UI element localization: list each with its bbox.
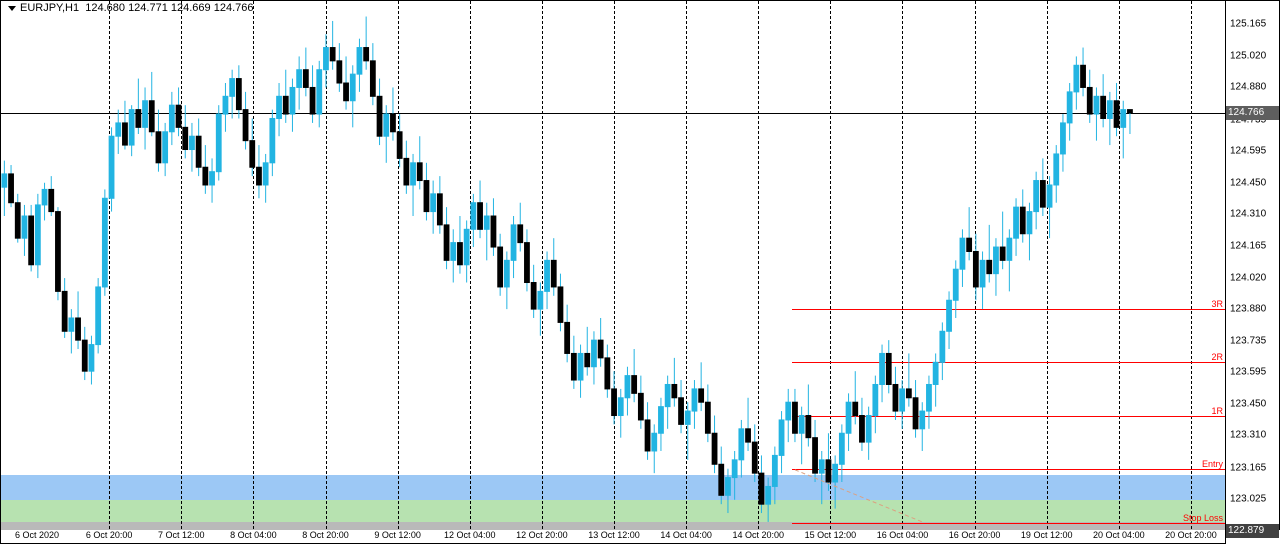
y-tick-label: 123.735 (1230, 336, 1266, 347)
y-tick-label: 123.595 (1230, 367, 1266, 378)
x-tick-label: 13 Oct 12:00 (588, 530, 640, 540)
y-tick-label: 124.310 (1230, 208, 1266, 219)
x-tick-label: 20 Oct 04:00 (1093, 530, 1145, 540)
x-tick-label: 12 Oct 20:00 (516, 530, 568, 540)
candlestick-layer (1, 1, 1227, 531)
y-tick-label: 123.880 (1230, 304, 1266, 315)
x-tick-label: 7 Oct 12:00 (158, 530, 205, 540)
chart-title: EURJPY,H1 124.680 124.771 124.669 124.76… (8, 2, 253, 14)
ohlc-high: 124.771 (128, 2, 168, 14)
x-tick-label: 8 Oct 20:00 (302, 530, 349, 540)
symbol-label: EURJPY (20, 2, 62, 14)
x-tick-label: 19 Oct 12:00 (1021, 530, 1073, 540)
y-tick-label: 123.450 (1230, 399, 1266, 410)
y-axis: 125.165125.020124.880124.735124.595124.4… (1226, 0, 1280, 530)
price-marker: 122.879 (1226, 524, 1279, 538)
y-tick-label: 124.880 (1230, 82, 1266, 93)
y-tick-label: 124.450 (1230, 177, 1266, 188)
chart-container: 3R2R1REntryStop Loss 125.165 125.020 124.8… (0, 0, 1280, 544)
x-tick-label: 6 Oct 2020 (15, 530, 59, 540)
x-tick-label: 15 Oct 12:00 (805, 530, 857, 540)
ohlc-close: 124.766 (214, 2, 254, 14)
ohlc-low: 124.669 (171, 2, 211, 14)
dropdown-icon[interactable] (8, 6, 16, 11)
ohlc-open: 124.680 (85, 2, 125, 14)
x-axis: 6 Oct 2020 6 Oct 20:00 7 Oct 12:00 8 Oct 04… (0, 530, 1226, 544)
y-tick-label: 124.020 (1230, 273, 1266, 284)
x-tick-label: 12 Oct 04:00 (444, 530, 496, 540)
x-tick-label: 16 Oct 20:00 (949, 530, 1001, 540)
y-tick-label: 125.165 (1230, 19, 1266, 30)
timeframe-label: H1 (65, 2, 79, 14)
y-tick-label: 124.165 (1230, 240, 1266, 251)
x-tick-label: 9 Oct 12:00 (374, 530, 421, 540)
y-tick-label: 123.310 (1230, 430, 1266, 441)
y-tick-label: 123.025 (1230, 493, 1266, 504)
x-tick-label: 16 Oct 04:00 (877, 530, 929, 540)
x-tick-label: 14 Oct 20:00 (732, 530, 784, 540)
y-tick-label: 124.595 (1230, 145, 1266, 156)
price-marker: 124.766 (1226, 106, 1279, 120)
x-tick-label: 6 Oct 20:00 (86, 530, 133, 540)
y-tick-label: 125.020 (1230, 51, 1266, 62)
x-tick-label: 20 Oct 20:00 (1165, 530, 1217, 540)
y-tick-label: 123.165 (1230, 462, 1266, 473)
x-tick-label: 14 Oct 04:00 (660, 530, 712, 540)
chart-plot-area[interactable]: 3R2R1REntryStop Loss (0, 0, 1226, 530)
x-tick-label: 8 Oct 04:00 (230, 530, 277, 540)
